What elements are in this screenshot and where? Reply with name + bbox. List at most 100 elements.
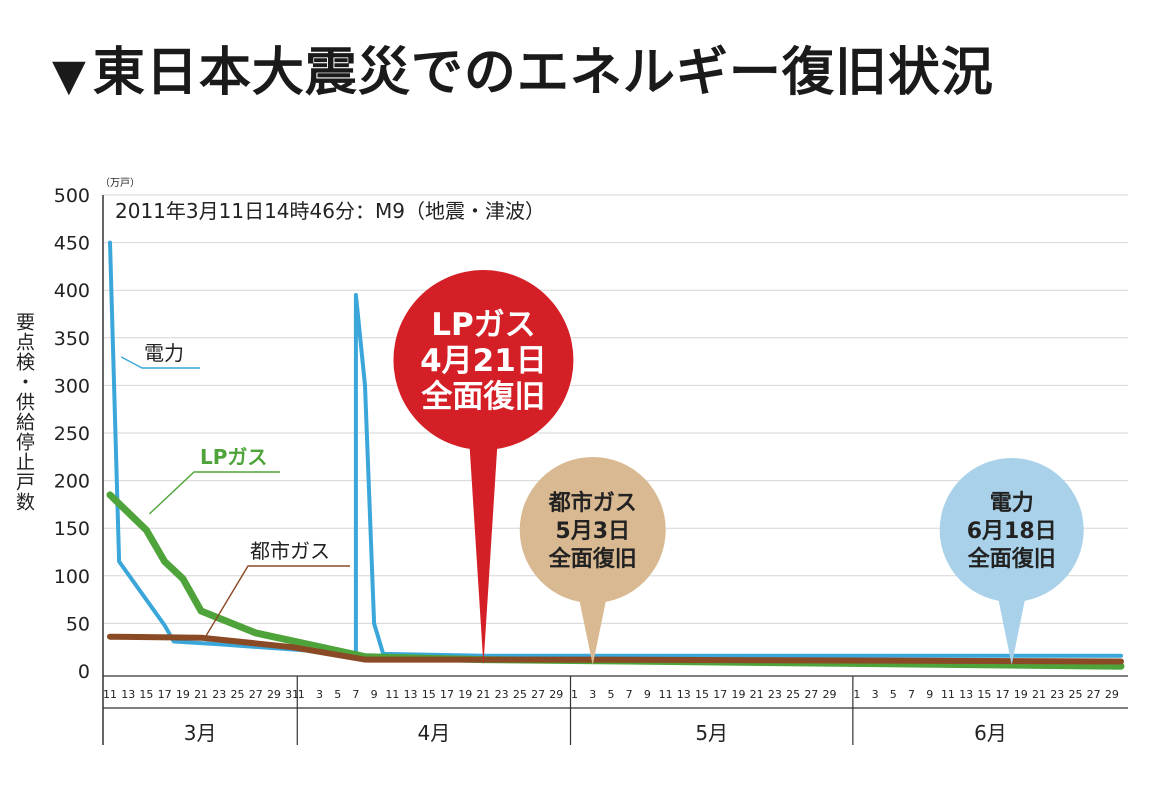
x-tick-label: 25 — [1068, 688, 1082, 701]
x-tick-label: 27 — [249, 688, 263, 701]
callout-text: 5月3日 — [555, 519, 630, 544]
y-tick-labels: 0 50 100 150 200 250 300 350 400 450 500 — [54, 185, 90, 683]
x-tick-label: 27 — [531, 688, 545, 701]
y-tick-label: 400 — [54, 280, 90, 302]
x-tick-label: 3 — [316, 688, 323, 701]
series-line — [107, 633, 1124, 665]
month-labels: 3月 4月 5月 6月 — [184, 721, 1007, 745]
x-tick-label: 13 — [677, 688, 691, 701]
y-tick-label: 200 — [54, 471, 90, 493]
series-leader-line — [148, 471, 280, 515]
callout-text: 全面復旧 — [548, 546, 637, 572]
y-tick-label: 250 — [54, 423, 90, 445]
callout-bubble — [393, 270, 574, 450]
series-leader-line — [120, 356, 200, 369]
x-tick-label: 19 — [176, 688, 190, 701]
y-tick-label: 100 — [54, 566, 90, 588]
y-tick-label: 300 — [54, 375, 90, 397]
x-tick-label: 23 — [495, 688, 509, 701]
x-tick-label: 7 — [626, 688, 633, 701]
x-tick-label: 3 — [589, 688, 596, 701]
x-tick-labels: 11 13 15 17 19 21 23 25 27 29 311 3 5 7 9 11 13 15 17 19 21 2… — [103, 688, 1119, 701]
y-tick-label: 50 — [66, 613, 90, 635]
x-tick-label: 17 — [996, 688, 1010, 701]
x-tick-label: 15 — [139, 688, 153, 701]
x-tick-label: 23 — [212, 688, 226, 701]
x-tick-label: 29 — [549, 688, 563, 701]
x-tick-label: 5 — [607, 688, 614, 701]
series-lines — [106, 240, 1125, 670]
callout-text: 4月21日 — [420, 343, 547, 379]
callout-pointer — [578, 597, 607, 665]
chart-subtitle: 2011年3月11日14時46分：M9（地震・津波） — [115, 199, 545, 223]
x-tick-label: 9 — [371, 688, 378, 701]
series-leader-line — [205, 565, 350, 637]
x-tick-label: 7 — [908, 688, 915, 701]
x-tick-label: 11 — [941, 688, 955, 701]
callout-pointer — [469, 444, 498, 665]
x-tick-label: 21 — [1032, 688, 1046, 701]
x-tick-label: 27 — [804, 688, 818, 701]
page-title: ▼ 東日本大震災でのエネルギー復旧状況 — [52, 30, 994, 105]
x-tick-label: 9 — [926, 688, 933, 701]
x-tick-label: 13 — [121, 688, 135, 701]
x-tick-label: 1 — [853, 688, 860, 701]
title-text: 東日本大震災でのエネルギー復旧状況 — [92, 43, 994, 103]
x-tick-label: 19 — [458, 688, 472, 701]
y-tick-label: 500 — [54, 185, 90, 207]
series-label: LPガス — [200, 445, 267, 469]
series-label: 電力 — [144, 341, 184, 365]
x-tick-label: 31 — [285, 688, 299, 701]
x-tick-label: 13 — [404, 688, 418, 701]
x-tick-label: 11 — [385, 688, 399, 701]
x-tick-label: 21 — [194, 688, 208, 701]
y-tick-label: 450 — [54, 233, 90, 255]
x-tick-label: 17 — [440, 688, 454, 701]
x-tick-label: 23 — [1050, 688, 1064, 701]
y-unit-label: （万戸） — [100, 177, 140, 189]
x-tick-label: 29 — [1105, 688, 1119, 701]
callout-pointer — [997, 596, 1026, 665]
month-label: 4月 — [418, 721, 451, 745]
x-tick-label: 29 — [823, 688, 837, 701]
x-tick-label: 11 — [103, 688, 117, 701]
callout-text: LPガス — [431, 307, 535, 343]
x-tick-label: 19 — [731, 688, 745, 701]
month-label: 3月 — [184, 721, 217, 745]
x-tick-label: 29 — [267, 688, 281, 701]
x-tick-label: 5 — [334, 688, 341, 701]
callout-text: 全面復旧 — [967, 546, 1056, 572]
x-tick-label: 17 — [158, 688, 172, 701]
x-tick-label: 21 — [750, 688, 764, 701]
y-tick-label: 150 — [54, 518, 90, 540]
title-triangle-icon: ▼ — [52, 50, 87, 101]
x-tick-label: 9 — [644, 688, 651, 701]
callout-text: 電力 — [990, 491, 1034, 516]
callout-text: 6月18日 — [967, 519, 1057, 544]
callout-text: 全面復旧 — [420, 379, 545, 415]
callout-bubble — [939, 458, 1084, 602]
x-tick-label: 1 — [298, 688, 305, 701]
x-tick-label: 25 — [513, 688, 527, 701]
x-tick-label: 5 — [890, 688, 897, 701]
month-label: 6月 — [974, 721, 1007, 745]
callout-bubble — [519, 457, 666, 603]
x-tick-label: 13 — [959, 688, 973, 701]
x-tick-label: 19 — [1014, 688, 1028, 701]
callout-text: 都市ガス — [548, 490, 637, 516]
x-tick-label: 25 — [786, 688, 800, 701]
series-label: 都市ガス — [250, 539, 330, 563]
y-tick-label: 0 — [78, 661, 90, 683]
x-tick-label: 27 — [1087, 688, 1101, 701]
y-tick-label: 350 — [54, 328, 90, 350]
x-tick-label: 25 — [231, 688, 245, 701]
x-tick-label: 23 — [768, 688, 782, 701]
x-tick-label: 7 — [352, 688, 359, 701]
x-tick-label: 1 — [571, 688, 578, 701]
x-tick-label: 15 — [695, 688, 709, 701]
